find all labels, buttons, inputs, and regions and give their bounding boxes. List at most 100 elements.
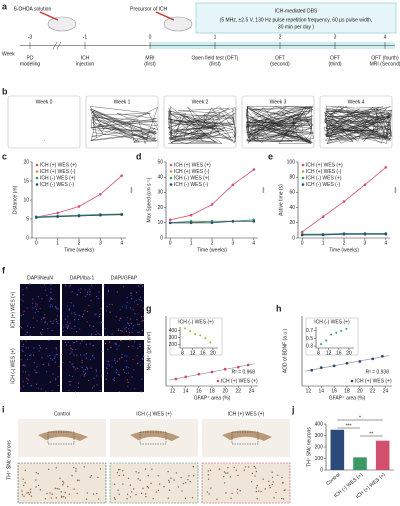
cell-dot bbox=[32, 317, 34, 319]
inset-title: ICH (-) WES (+) bbox=[314, 319, 350, 325]
cell-dot bbox=[43, 317, 45, 319]
cell-dot bbox=[113, 377, 116, 379]
neuron-dot bbox=[223, 475, 225, 478]
week-label: -1 bbox=[83, 34, 88, 40]
x-tick-label: 18 bbox=[209, 388, 215, 394]
y-tick-label: 15 bbox=[23, 178, 29, 184]
x-tick-label: 2 bbox=[211, 240, 214, 246]
cell-dot bbox=[74, 314, 76, 316]
cell-dot bbox=[61, 353, 63, 356]
event-label: modeling bbox=[20, 61, 41, 67]
neuron-dot bbox=[122, 470, 124, 472]
neuron-dot bbox=[21, 493, 24, 496]
cell-dot bbox=[129, 339, 131, 341]
cell-dot bbox=[20, 299, 22, 301]
syringe bbox=[39, 11, 59, 21]
cell-dot bbox=[89, 294, 91, 296]
neuron-dot bbox=[27, 491, 30, 494]
neuron-dot bbox=[264, 488, 267, 490]
neuron-dot bbox=[248, 466, 250, 468]
neuron-dot bbox=[225, 492, 227, 494]
cell-dot bbox=[130, 298, 132, 300]
neuron-dot bbox=[230, 497, 232, 500]
cell-dot bbox=[37, 310, 39, 313]
cell-dot bbox=[118, 319, 120, 321]
neuron-dot bbox=[147, 487, 150, 489]
data-point bbox=[77, 205, 81, 208]
cell-dot bbox=[34, 369, 36, 371]
cell-dot bbox=[44, 322, 46, 324]
legend-label: ICH (-) WES (-) bbox=[40, 182, 74, 188]
cell-dot bbox=[91, 284, 93, 286]
cell-dot bbox=[66, 326, 68, 328]
cell-dot bbox=[57, 376, 59, 378]
cell-dot bbox=[86, 368, 89, 370]
cell-dot bbox=[101, 375, 103, 377]
cell-dot bbox=[51, 329, 53, 332]
neuron-dot bbox=[64, 491, 66, 494]
axis-label: Week bbox=[2, 51, 15, 57]
cell-dot bbox=[33, 347, 35, 349]
y-tick-label: 20 bbox=[157, 205, 163, 211]
cell-dot bbox=[22, 350, 24, 352]
x-tick-label: 20 bbox=[357, 388, 363, 394]
stain-header: DAPI/NeuN bbox=[27, 275, 53, 281]
legend-label: ICH (+) WES (+) bbox=[40, 162, 77, 168]
neuron-dot bbox=[86, 492, 89, 494]
cell-dot bbox=[95, 296, 98, 298]
neuron-dot bbox=[48, 468, 50, 471]
x-tick-label: 12 bbox=[190, 350, 196, 356]
data-point bbox=[204, 337, 207, 340]
x-tick-label: 16 bbox=[200, 350, 206, 356]
cell-dot bbox=[26, 307, 28, 309]
neuron-dot bbox=[207, 478, 210, 480]
cell-dot bbox=[125, 305, 127, 307]
cell-dot bbox=[107, 290, 110, 292]
data-point bbox=[325, 339, 328, 342]
cell-dot bbox=[110, 347, 112, 349]
cell-dot bbox=[56, 354, 58, 356]
cell-dot bbox=[126, 317, 128, 319]
data-point bbox=[99, 193, 102, 196]
cell-dot bbox=[86, 291, 89, 293]
panel-label: c bbox=[2, 151, 7, 161]
cell-dot bbox=[143, 355, 145, 358]
neuron-dot bbox=[253, 465, 255, 468]
annotation: *** bbox=[127, 187, 133, 193]
cell-dot bbox=[53, 357, 55, 359]
neuron-dot bbox=[55, 467, 57, 469]
event-label: MRI (Second) bbox=[370, 61, 400, 67]
cell-dot bbox=[41, 334, 43, 336]
stain-image bbox=[20, 340, 60, 392]
cell-dot bbox=[25, 347, 27, 349]
neuron-dot bbox=[131, 491, 133, 493]
cell-dot bbox=[50, 304, 52, 306]
x-tick-label: 16 bbox=[331, 388, 337, 394]
cell-dot bbox=[105, 367, 108, 369]
cell-dot bbox=[131, 376, 133, 378]
cell-dot bbox=[100, 307, 102, 309]
x-tick-label: 24 bbox=[249, 388, 255, 394]
legend-label: ICH (+) WES (-) bbox=[40, 169, 76, 175]
cell-dot bbox=[96, 330, 98, 332]
neuron-dot bbox=[208, 493, 210, 495]
event-label: OFT bbox=[275, 55, 285, 61]
cell-dot bbox=[114, 360, 116, 362]
cell-dot bbox=[42, 317, 44, 319]
y-tick-label: 300 bbox=[169, 335, 178, 341]
neuron-dot bbox=[281, 497, 283, 500]
cell-dot bbox=[66, 325, 68, 327]
neuron-dot bbox=[46, 492, 48, 495]
cell-dot bbox=[57, 384, 59, 387]
neuron-dot bbox=[243, 469, 245, 471]
event-label: Open field test (OFT) bbox=[192, 55, 239, 61]
cell-dot bbox=[105, 310, 107, 312]
x-tick-label: 20 bbox=[346, 350, 352, 356]
neuron-dot bbox=[116, 471, 119, 474]
neuron-dot bbox=[126, 493, 129, 495]
neuron-dot bbox=[97, 476, 99, 479]
neuron-dot bbox=[150, 482, 152, 485]
cell-dot bbox=[41, 357, 43, 359]
cell-dot bbox=[42, 363, 44, 366]
